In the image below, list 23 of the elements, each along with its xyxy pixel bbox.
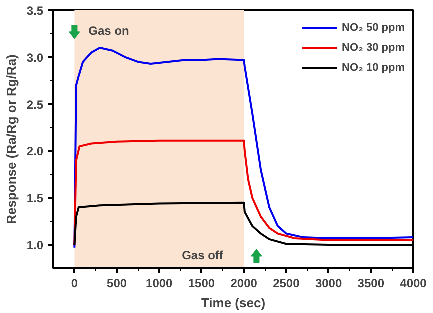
y-tick-label: 1.0 — [26, 238, 44, 253]
x-tick-label: 0 — [71, 276, 78, 290]
y-axis-title: Response (Ra/Rg or Rg/Ra) — [4, 54, 19, 224]
x-tick-label: 1500 — [188, 276, 216, 290]
legend-label: NO₂ 10 ppm — [342, 62, 405, 74]
x-tick-label: 500 — [107, 276, 128, 290]
x-tick-label: 4000 — [400, 276, 428, 290]
y-tick-label: 2.5 — [26, 98, 44, 112]
x-tick-label: 1000 — [146, 276, 174, 290]
annotation: Gas on — [88, 24, 130, 38]
x-tick-label: 2500 — [273, 276, 300, 290]
x-axis-title: Time (sec) — [201, 296, 266, 310]
y-tick-label: 3.0 — [26, 50, 44, 65]
line-series — [74, 140, 414, 246]
y-tick-label: 1.5 — [26, 192, 44, 206]
x-tick-label: 3500 — [358, 276, 385, 290]
y-tick-label: 2.0 — [26, 144, 44, 159]
x-tick-label: 2000 — [230, 276, 258, 290]
legend-label: NO₂ 30 ppm — [342, 42, 405, 54]
annotation: Gas off — [182, 248, 224, 262]
legend-label: NO₂ 50 ppm — [342, 22, 405, 34]
y-tick-label: 3.5 — [26, 4, 44, 18]
x-tick-label: 3000 — [315, 276, 342, 290]
